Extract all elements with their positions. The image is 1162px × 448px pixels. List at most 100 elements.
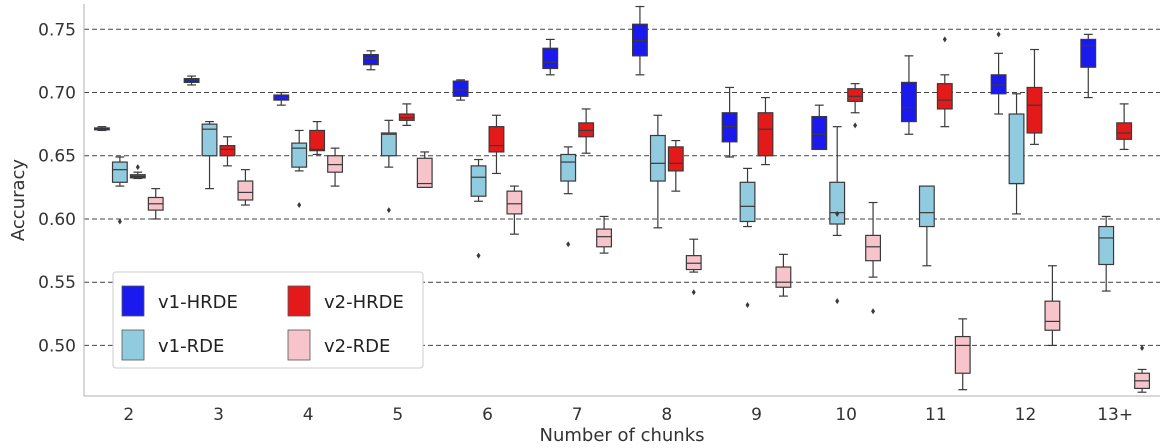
- box-iqr: [362, 53, 379, 66]
- box-iqr: [452, 80, 469, 97]
- box-v1-RDE-9: [739, 167, 756, 308]
- box-iqr: [1098, 225, 1115, 266]
- legend-swatch-v1-RDE: [121, 329, 145, 361]
- box-v2-HRDE-12: [1026, 48, 1043, 145]
- x-tick-label: 3: [213, 405, 224, 425]
- legend: v1-HRDE v1-RDE v2-HRDE v2-RDE: [112, 271, 424, 369]
- box-v2-RDE-2: [147, 188, 164, 220]
- box-iqr: [739, 181, 756, 223]
- outlier-point: [135, 164, 140, 171]
- outlier-point: [871, 308, 876, 315]
- x-tick-label: 11: [925, 405, 947, 425]
- box-v2-HRDE-8: [667, 139, 684, 192]
- box-iqr: [1116, 122, 1133, 140]
- box-iqr: [685, 255, 702, 271]
- box-iqr: [1026, 86, 1043, 134]
- y-tick-label: 0.65: [38, 147, 76, 167]
- box-v1-RDE-13+: [1098, 215, 1115, 292]
- box-iqr: [757, 112, 774, 157]
- outlier-point: [691, 289, 696, 296]
- box-v2-RDE-7: [596, 215, 613, 254]
- box-v1-HRDE-7: [542, 38, 559, 76]
- legend-label-v2-HRDE: v2-HRDE: [324, 292, 404, 313]
- x-tick-label: 6: [482, 405, 493, 425]
- box-v1-HRDE-2: [93, 126, 110, 132]
- box-v1-RDE-3: [201, 120, 218, 190]
- outlier-point: [476, 252, 481, 259]
- box-v2-RDE-10: [865, 201, 882, 315]
- box-v1-RDE-4: [291, 129, 308, 209]
- box-iqr: [829, 181, 846, 225]
- box-v2-HRDE-3: [219, 136, 236, 167]
- outlier-point: [745, 301, 750, 308]
- box-v2-RDE-12: [1044, 265, 1061, 347]
- legend-swatch-v1-HRDE: [121, 285, 145, 317]
- legend-frame: [112, 271, 424, 369]
- box-iqr: [309, 129, 326, 152]
- box-v1-RDE-8: [649, 114, 666, 229]
- box-v2-HRDE-11: [936, 36, 953, 128]
- outlier-point: [566, 241, 571, 248]
- box-v2-RDE-9: [775, 253, 792, 297]
- x-tick-label: 13+: [1097, 405, 1133, 425]
- outlier-point: [117, 218, 122, 225]
- y-tick-labels: 0.50 0.55 0.60 0.65 0.70 0.75: [38, 20, 76, 356]
- x-tick-label: 12: [1015, 405, 1037, 425]
- outlier-point: [853, 122, 858, 129]
- box-v2-HRDE-13+: [1116, 103, 1133, 151]
- box-v1-HRDE-3: [183, 75, 200, 86]
- box-iqr: [1044, 300, 1061, 331]
- box-v2-RDE-3: [237, 169, 254, 206]
- x-tick-label: 2: [123, 405, 134, 425]
- box-iqr: [900, 81, 917, 123]
- outlier-point: [386, 207, 391, 214]
- outlier-point: [835, 298, 840, 305]
- box-iqr: [990, 74, 1007, 95]
- y-tick-label: 0.60: [38, 210, 76, 230]
- box-v2-RDE-8: [685, 238, 702, 296]
- box-v2-HRDE-5: [398, 103, 415, 126]
- box-v2-HRDE-4: [309, 120, 326, 156]
- box-iqr: [775, 266, 792, 288]
- x-tick-label: 9: [751, 405, 762, 425]
- box-iqr: [865, 234, 882, 262]
- box-v1-RDE-6: [470, 158, 487, 259]
- box-v1-HRDE-4: [273, 91, 290, 106]
- x-tick-labels: 2 3 4 5 6 7 8 9 10 11 12 13+: [123, 405, 1133, 425]
- box-iqr: [918, 185, 935, 228]
- legend-swatch-v2-HRDE: [287, 285, 311, 317]
- legend-label-v2-RDE: v2-RDE: [324, 336, 390, 357]
- legend-items: v1-HRDE v1-RDE v2-HRDE v2-RDE: [121, 285, 404, 361]
- box-v2-HRDE-7: [578, 108, 595, 154]
- box-v2-HRDE-6: [488, 114, 505, 175]
- box-iqr: [237, 180, 254, 201]
- box-iqr: [1080, 38, 1097, 68]
- outlier-point: [942, 36, 947, 43]
- box-iqr: [488, 126, 505, 153]
- box-v1-HRDE-10: [811, 104, 828, 151]
- box-v2-RDE-11: [954, 318, 971, 391]
- box-iqr: [936, 83, 953, 110]
- box-iqr: [1008, 113, 1025, 185]
- y-tick-label: 0.70: [38, 84, 76, 104]
- box-v1-HRDE-8: [631, 5, 648, 76]
- box-v2-RDE-5: [416, 151, 433, 188]
- outlier-point: [996, 31, 1001, 38]
- box-iqr: [578, 122, 595, 138]
- y-axis-title: Accuracy: [8, 159, 29, 242]
- box-iqr: [291, 142, 308, 168]
- box-v1-HRDE-13+: [1080, 33, 1097, 99]
- boxes: [93, 5, 1151, 393]
- box-iqr: [380, 132, 397, 157]
- box-iqr: [811, 115, 828, 151]
- legend-swatch-v2-RDE: [287, 329, 311, 361]
- box-v1-RDE-12: [1008, 93, 1025, 215]
- box-v2-RDE-4: [327, 147, 344, 187]
- x-tick-label: 8: [661, 405, 672, 425]
- x-tick-label: 7: [572, 405, 583, 425]
- box-v2-RDE-13+: [1134, 344, 1151, 393]
- box-iqr: [542, 47, 559, 70]
- y-tick-label: 0.55: [38, 273, 76, 293]
